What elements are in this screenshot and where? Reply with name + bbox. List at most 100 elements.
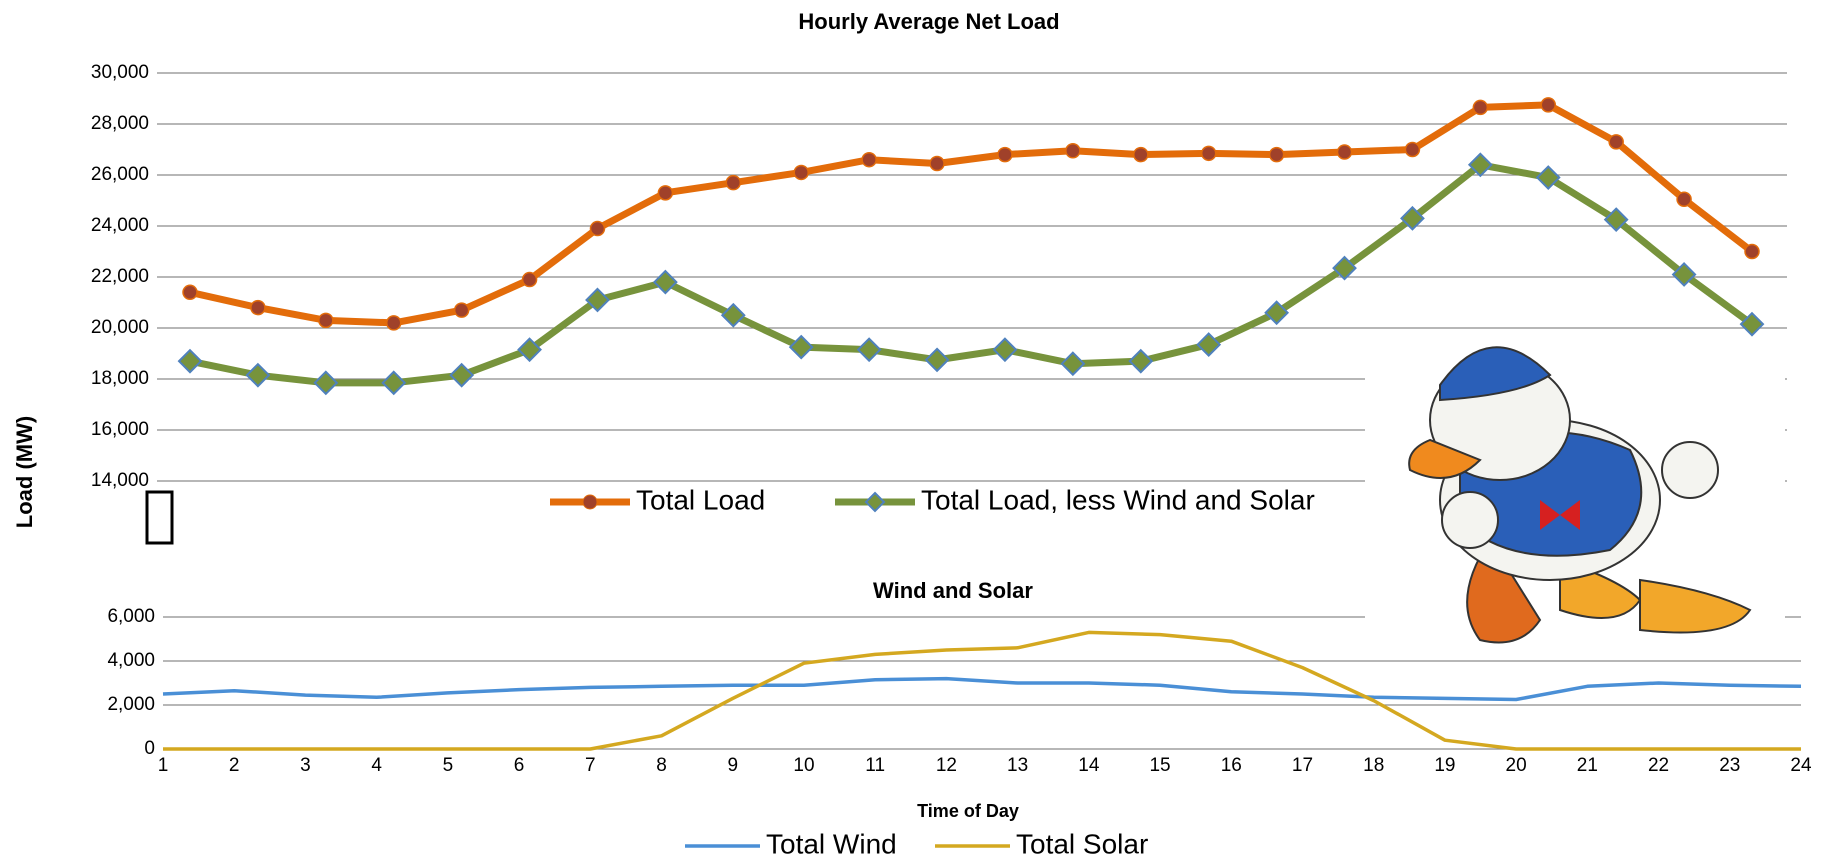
point [177, 348, 203, 374]
x-tick-label: 7 [585, 755, 596, 776]
point [1060, 351, 1086, 377]
series-line [163, 630, 1801, 751]
point [1268, 146, 1285, 163]
x-tick-label: 16 [1221, 755, 1242, 776]
point [1128, 348, 1154, 374]
point [992, 337, 1018, 363]
series-line [189, 101, 1755, 327]
y-tick-label: 22,000 [91, 266, 149, 287]
x-tick-label: 3 [300, 755, 311, 776]
point [793, 164, 809, 181]
x-tick-label: 15 [1149, 755, 1170, 776]
point [182, 284, 198, 301]
point [1133, 146, 1149, 163]
y-tick-label: 4,000 [107, 650, 155, 671]
point [585, 287, 610, 313]
point [929, 155, 945, 172]
point [788, 334, 814, 360]
y-tick-label: 28,000 [91, 113, 149, 134]
point [1472, 99, 1489, 116]
x-tick-label: 1 [158, 755, 169, 776]
y-tick-label: 0 [144, 738, 155, 759]
point [1400, 205, 1425, 231]
y-tick-label: 16,000 [91, 419, 149, 440]
point [997, 146, 1013, 163]
frame-box [145, 490, 174, 545]
point [1671, 262, 1697, 287]
point [381, 370, 407, 396]
x-tick-label: 10 [793, 755, 814, 776]
point [250, 299, 266, 316]
x-tick-label: 14 [1078, 755, 1100, 776]
point [318, 312, 334, 329]
x-tick-label: 22 [1648, 755, 1669, 776]
legend-label: Total Load [636, 484, 765, 515]
point [1065, 143, 1081, 159]
point [1336, 144, 1353, 160]
point [1608, 134, 1624, 150]
point [725, 174, 742, 191]
legend-label: Total Wind [766, 828, 897, 859]
point [517, 337, 542, 363]
point [861, 151, 877, 168]
point [1264, 300, 1290, 326]
point [453, 302, 470, 318]
point [589, 220, 606, 237]
legend-marker [582, 494, 598, 510]
legend-label: Total Load, less Wind and Solar [921, 484, 1315, 515]
point [385, 315, 402, 331]
y-tick-label: 26,000 [91, 164, 149, 185]
x-tick-label: 21 [1577, 755, 1598, 776]
x-tick-label: 17 [1292, 755, 1313, 776]
x-tick-label: 4 [371, 755, 382, 776]
point [1739, 311, 1765, 337]
point [245, 362, 271, 388]
x-tick-label: 13 [1007, 755, 1028, 776]
x-tick-label: 6 [514, 755, 525, 776]
point [856, 337, 882, 363]
legend-label: Total Solar [1016, 828, 1148, 859]
point [1603, 207, 1629, 233]
point [1467, 152, 1493, 178]
chart-title: Hourly Average Net Load [798, 9, 1059, 34]
point [1676, 191, 1692, 207]
point [313, 370, 339, 396]
x-tick-label: 24 [1790, 755, 1812, 776]
point [652, 269, 678, 295]
x-tick-label: 11 [865, 755, 885, 776]
point [1535, 165, 1561, 190]
x-tick-label: 12 [936, 755, 957, 776]
y-tick-label: 14,000 [91, 470, 149, 491]
x-tick-label: 5 [443, 755, 454, 776]
chart-title: Wind and Solar [873, 578, 1033, 603]
x-axis-title: Time of Day [917, 801, 1019, 821]
y-tick-label: 6,000 [107, 606, 155, 627]
point [521, 271, 538, 288]
point [1404, 141, 1421, 158]
series-line [162, 676, 1802, 702]
y-tick-label: 20,000 [91, 317, 149, 338]
x-tick-label: 2 [229, 755, 240, 776]
cartoon-duck [1365, 346, 1785, 660]
x-tick-label: 8 [656, 755, 667, 776]
y-tick-label: 30,000 [91, 62, 149, 83]
y-tick-label: 24,000 [91, 215, 149, 236]
x-tick-label: 23 [1719, 755, 1740, 776]
x-tick-label: 9 [727, 755, 738, 776]
point [720, 302, 746, 328]
point [657, 185, 674, 201]
x-tick-label: 18 [1363, 755, 1384, 776]
point [1540, 97, 1557, 113]
point [1744, 243, 1760, 260]
y-tick-label: 18,000 [91, 368, 149, 389]
point [1200, 145, 1217, 162]
x-tick-label: 19 [1434, 755, 1455, 776]
x-tick-label: 20 [1506, 755, 1527, 776]
y-axis-title: Load (MW) [12, 416, 37, 528]
legend-marker [864, 491, 886, 513]
series-line [189, 161, 1755, 387]
point [1196, 332, 1222, 357]
y-tick-label: 2,000 [107, 694, 155, 715]
point [1332, 255, 1357, 281]
